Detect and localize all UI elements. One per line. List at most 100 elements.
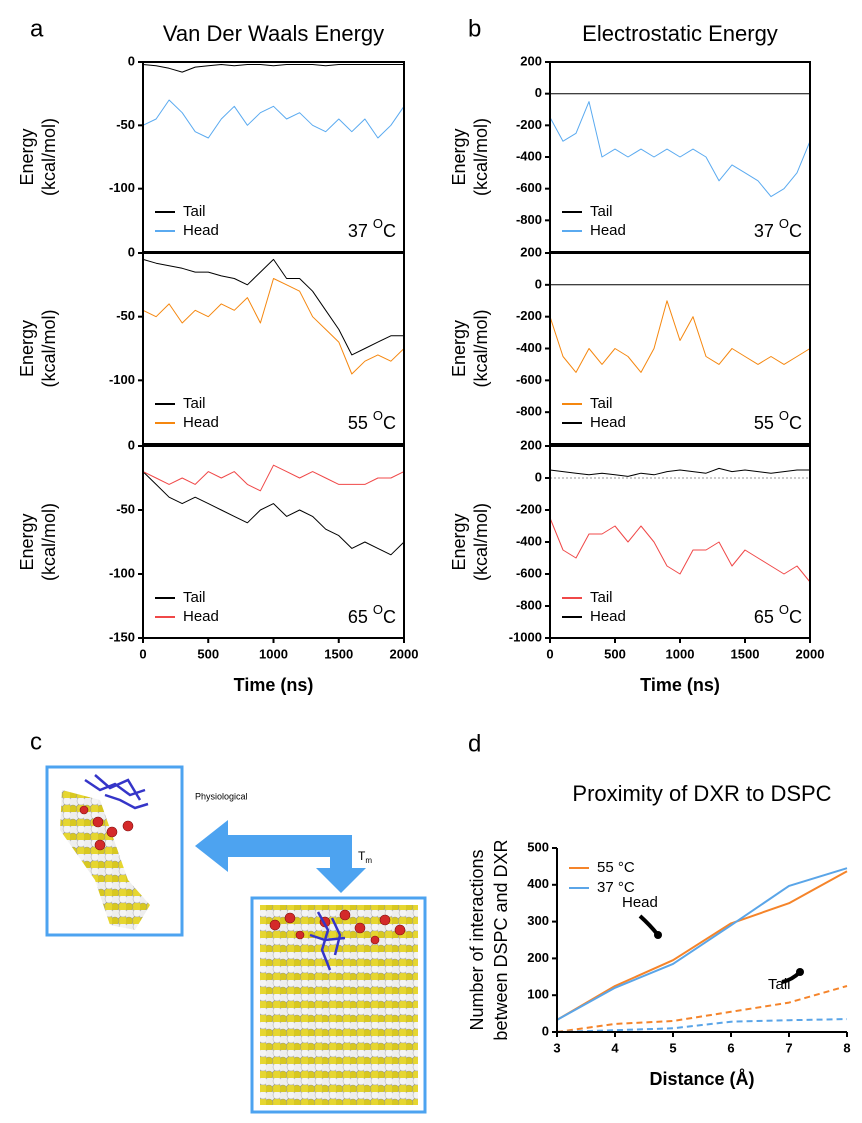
- temperature-sup: O: [779, 602, 789, 617]
- legend-label: 55 °C: [597, 859, 635, 876]
- x-tick-label: 1500: [324, 646, 353, 661]
- y-tick-label: -800: [516, 212, 542, 227]
- x-tick-label: 8: [843, 1040, 850, 1055]
- y-tick-label: -1000: [509, 629, 542, 644]
- x-tick-label: 4: [611, 1040, 619, 1055]
- y-tick-label: 0: [128, 53, 135, 68]
- x-axis-label: Time (ns): [234, 675, 314, 695]
- y-tick-label: -200: [516, 501, 542, 516]
- y-tick-label: 200: [527, 950, 549, 965]
- x-tick-label: 5: [669, 1040, 676, 1055]
- x-tick-label: 500: [604, 646, 626, 661]
- y-tick-label: 200: [520, 53, 542, 68]
- y-tick-label: -400: [516, 340, 542, 355]
- temperature-sup: O: [779, 408, 789, 423]
- y-axis-label: Energy: [17, 320, 37, 377]
- temperature-sup: O: [373, 602, 383, 617]
- y-axis-label: Energy: [449, 128, 469, 185]
- legend-label: Tail: [183, 203, 206, 220]
- temperature-sup: O: [779, 216, 789, 231]
- series-line: [549, 101, 811, 198]
- state-label: Physiological: [195, 791, 248, 801]
- legend-label: Head: [590, 414, 626, 431]
- diagram: Physiological Tm: [45, 765, 427, 1114]
- legend-label: Head: [183, 608, 219, 625]
- temperature-label: 65 OC: [754, 602, 802, 626]
- temperature-unit: C: [383, 413, 396, 433]
- transition-label: Tm: [358, 849, 372, 865]
- y-tick-label: 0: [535, 469, 542, 484]
- temperature-label: 37 OC: [348, 216, 396, 240]
- x-tick-label: 2000: [796, 646, 825, 661]
- y-tick-label: -400: [516, 533, 542, 548]
- temperature-unit: C: [383, 221, 396, 241]
- x-tick-label: 7: [785, 1040, 792, 1055]
- series-line: [142, 278, 405, 375]
- y-axis-label: (kcal/mol): [39, 503, 59, 581]
- y-tick-label: -100: [109, 180, 135, 195]
- series-line: [142, 64, 404, 73]
- temperature-value: 65: [348, 607, 368, 627]
- legend-label: 37 °C: [597, 879, 635, 896]
- drug-molecule: [309, 911, 346, 971]
- y-tick-label: -50: [116, 501, 135, 516]
- y-axis-label: (kcal/mol): [471, 118, 491, 196]
- temperature-sup: O: [373, 216, 383, 231]
- y-tick-label: 300: [527, 913, 549, 928]
- panel-label: c: [30, 728, 42, 755]
- series-line: [142, 258, 404, 356]
- x-tick-label: 2000: [390, 646, 419, 661]
- series-line: [556, 985, 848, 1033]
- y-axis-label: Energy: [17, 513, 37, 570]
- x-tick-label: 1000: [666, 646, 695, 661]
- annotation-arrowhead: [654, 931, 662, 939]
- panel-label: d: [468, 730, 481, 757]
- temperature-unit: C: [789, 413, 802, 433]
- y-tick-label: 500: [527, 839, 549, 854]
- temperature-unit: C: [789, 221, 802, 241]
- transition-arrow: [195, 820, 366, 893]
- series-line: [556, 870, 848, 1021]
- series-line: [142, 471, 405, 556]
- y-axis-label: (kcal/mol): [39, 118, 59, 196]
- temperature-value: 37: [754, 221, 774, 241]
- x-axis-label: Distance (Å): [649, 1069, 754, 1089]
- series-line: [142, 464, 405, 492]
- legend-label: Tail: [590, 395, 613, 412]
- temperature-value: 65: [754, 607, 774, 627]
- y-tick-label: -400: [516, 148, 542, 163]
- y-tick-label: -200: [516, 308, 542, 323]
- temperature-value: 37: [348, 221, 368, 241]
- y-tick-label: -800: [516, 404, 542, 419]
- y-axis-label: (kcal/mol): [471, 503, 491, 581]
- temperature-unit: C: [383, 607, 396, 627]
- x-tick-label: 1500: [731, 646, 760, 661]
- x-tick-label: 1000: [259, 646, 288, 661]
- temperature-value: 55: [348, 413, 368, 433]
- x-tick-label: 0: [139, 646, 146, 661]
- y-tick-label: 200: [520, 437, 542, 452]
- y-tick-label: 0: [542, 1023, 549, 1038]
- y-tick-label: -50: [116, 308, 135, 323]
- oxygen-atoms: [269, 909, 406, 945]
- y-tick-label: 0: [128, 437, 135, 452]
- temperature-sup: O: [373, 408, 383, 423]
- x-tick-label: 3: [553, 1040, 560, 1055]
- x-tick-label: 0: [546, 646, 553, 661]
- legend-label: Head: [183, 414, 219, 431]
- lipid: [60, 790, 150, 930]
- series-line: [142, 99, 405, 139]
- legend-label: Tail: [183, 395, 206, 412]
- y-axis-label: Energy: [449, 320, 469, 377]
- temperature-value: 55: [754, 413, 774, 433]
- y-axis-label: (kcal/mol): [471, 309, 491, 387]
- series-line: [549, 300, 811, 373]
- legend-label: Head: [590, 222, 626, 239]
- plot-frame: [142, 252, 405, 445]
- y-axis-label: Number of interactions: [467, 849, 487, 1030]
- y-tick-label: 200: [520, 244, 542, 259]
- legend-label: Tail: [590, 589, 613, 606]
- oxygen-atoms: [79, 805, 134, 851]
- y-tick-label: 400: [527, 876, 549, 891]
